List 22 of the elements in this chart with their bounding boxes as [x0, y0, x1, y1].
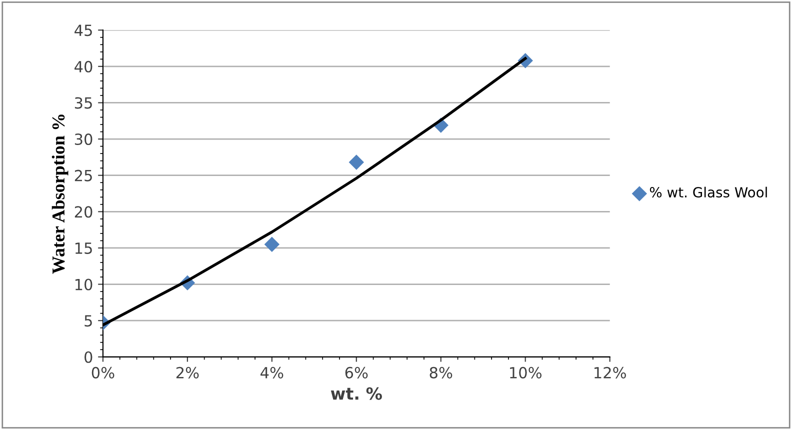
x-tick-label: 6% — [345, 366, 368, 378]
y-tick-label: 10 — [75, 278, 92, 290]
y-tick-label: 0 — [84, 351, 92, 363]
y-axis-title: Water Absorption % — [52, 114, 68, 274]
x-tick-label: 8% — [430, 366, 452, 378]
x-tick-label: 4% — [260, 366, 284, 378]
y-tick-label: 25 — [74, 170, 92, 182]
x-tick-label: 0% — [92, 366, 114, 378]
point — [264, 236, 280, 252]
y-tick-label: 15 — [75, 242, 92, 254]
y-tick-label: 45 — [74, 24, 92, 36]
y-tick-label: 40 — [74, 60, 92, 72]
y-tick-label: 20 — [74, 206, 92, 218]
point — [348, 154, 364, 170]
legend-label: % wt. Glass Wool — [650, 186, 767, 198]
y-tick-label: 30 — [74, 134, 92, 146]
y-tick-label: 5 — [84, 315, 92, 327]
x-axis-title: wt. % — [330, 387, 382, 400]
x-tick-label: 12% — [594, 366, 626, 378]
x-tick-label: 10% — [510, 366, 542, 378]
y-tick-label: 35 — [74, 97, 92, 109]
x-tick-label: 2% — [176, 366, 199, 378]
